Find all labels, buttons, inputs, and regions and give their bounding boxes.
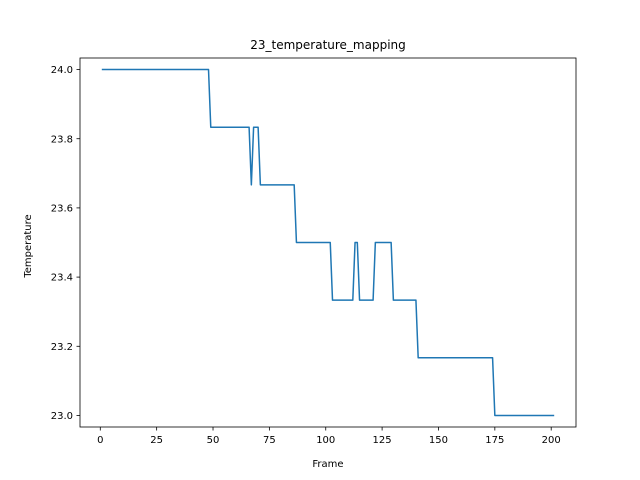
x-axis-label: Frame (312, 459, 343, 470)
x-tick-label: 0 (97, 435, 103, 446)
y-tick-label: 23.0 (51, 411, 73, 422)
x-tick-label: 125 (373, 435, 392, 446)
series-line (101, 68, 555, 417)
x-tick-label: 25 (150, 435, 163, 446)
y-tick-label: 24.0 (51, 65, 73, 76)
y-tick-label: 23.8 (51, 134, 73, 145)
x-tick-label: 75 (263, 435, 276, 446)
y-tick-label: 23.2 (51, 342, 73, 353)
x-tick-label: 50 (207, 435, 220, 446)
plot-area (101, 68, 555, 417)
plot-frame (79, 57, 577, 428)
x-tick-label: 150 (429, 435, 448, 446)
chart-title: 23_temperature_mapping (250, 38, 406, 52)
x-axis-ticks: 0 25 50 75 100 125 150 175 200 (97, 427, 561, 446)
x-tick-label: 200 (542, 435, 561, 446)
y-axis-label: Temperature (23, 214, 34, 278)
y-tick-label: 23.6 (51, 204, 73, 215)
y-tick-label: 23.4 (51, 273, 73, 284)
x-tick-label: 175 (485, 435, 504, 446)
x-tick-label: 100 (316, 435, 335, 446)
y-axis-ticks: 23.0 23.2 23.4 23.6 23.8 24.0 (51, 65, 80, 422)
